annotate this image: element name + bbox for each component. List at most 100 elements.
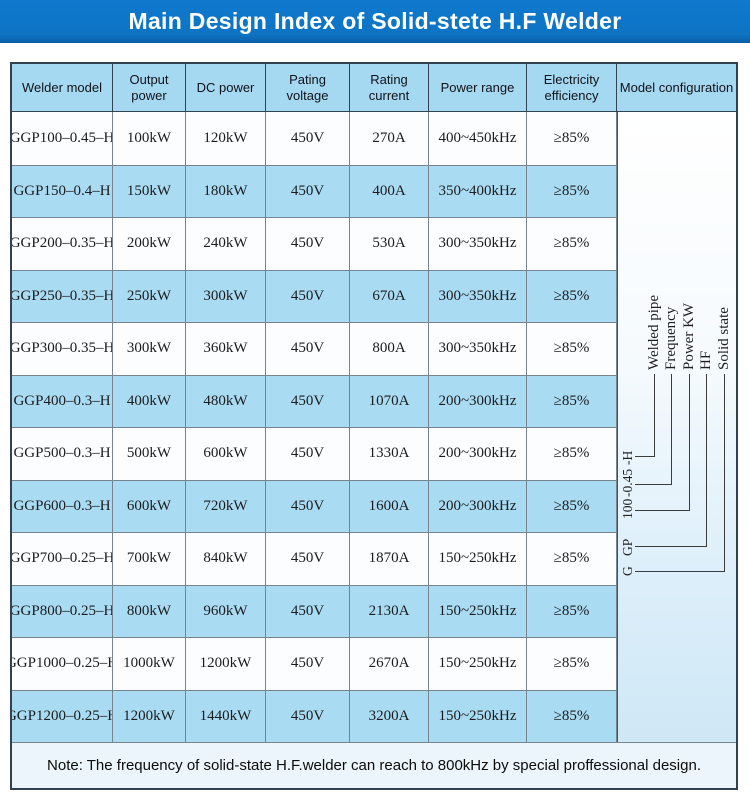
table-row: GGP150–0.4–H 150kW 180kW 450V 400A 350~400kHz…	[12, 164, 736, 217]
model-code-part: 100	[620, 498, 635, 519]
cell: 1870A	[350, 533, 429, 585]
model-code-label: Frequency	[663, 306, 679, 370]
cell: 670A	[350, 270, 429, 322]
cell: 450V	[266, 585, 350, 637]
cell: 200kW	[113, 218, 186, 270]
cell: 800A	[350, 323, 429, 375]
cell: GGP250–0.35–H	[12, 270, 113, 322]
model-code-part: -H	[620, 450, 635, 465]
model-code-part: GP	[620, 538, 635, 556]
cell: GGP700–0.25–H	[12, 533, 113, 585]
header-cell-7: Model configuration	[619, 79, 734, 95]
cell: 100kW	[113, 112, 186, 165]
header-cell-0: Welder model	[12, 64, 113, 111]
table-row: GGP1200–0.25–H 1200kW 1440kW 450V 3200A 150~2…	[12, 689, 736, 742]
model-code-part: G	[620, 566, 635, 576]
cell: 300~350kHz	[429, 270, 527, 322]
cell: 800kW	[113, 585, 186, 637]
cell: 1200kW	[186, 638, 266, 690]
cell: 300~350kHz	[429, 218, 527, 270]
table-row: GGP600–0.3–H 600kW 720kW 450V 1600A 200~300kH…	[12, 479, 736, 532]
cell: 400kW	[113, 375, 186, 427]
cell: ≥85%	[527, 112, 617, 165]
model-code-diagram: G Solid state GP HF 100 Power KW -0.45 Frequenc…	[618, 112, 737, 742]
cell: 450V	[266, 690, 350, 742]
note-text: Note: The frequency of solid-state H.F.w…	[47, 757, 701, 774]
model-code-part: -0.45	[620, 468, 635, 497]
cell: ≥85%	[527, 218, 617, 270]
cell: 400A	[350, 165, 429, 217]
cell: ≥85%	[527, 690, 617, 742]
cell: GGP200–0.35–H	[12, 218, 113, 270]
table-row: GGP500–0.3–H 500kW 600kW 450V 1330A 200~300kH…	[12, 427, 736, 480]
cell: GGP500–0.3–H	[12, 428, 113, 480]
cell: 300kW	[113, 323, 186, 375]
cell: 150~250kHz	[429, 533, 527, 585]
cell: ≥85%	[527, 585, 617, 637]
table-row: GGP100–0.45–H 100kW 120kW 450V 270A 400~450kH…	[12, 112, 736, 165]
cell: 450V	[266, 112, 350, 165]
cell: 2130A	[350, 585, 429, 637]
cell: 500kW	[113, 428, 186, 480]
cell: 3200A	[350, 690, 429, 742]
note-row: Note: The frequency of solid-state H.F.w…	[12, 742, 736, 788]
cell: 450V	[266, 270, 350, 322]
cell: 1600A	[350, 480, 429, 532]
cell: 250kW	[113, 270, 186, 322]
table-row: GGP200–0.35–H 200kW 240kW 450V 530A 300~350kH…	[12, 217, 736, 270]
cell: 300kW	[186, 270, 266, 322]
model-code-label: HF	[698, 350, 714, 370]
model-code-label: Power KW	[681, 302, 697, 370]
table-header-row: Welder model Output power DC power Pating v…	[12, 64, 736, 112]
cell: ≥85%	[527, 270, 617, 322]
table-row: GGP300–0.35–H 300kW 360kW 450V 800A 300~350kH…	[12, 322, 736, 375]
cell: 480kW	[186, 375, 266, 427]
header-cell-6: Electricity efficiency	[527, 64, 617, 111]
cell: 2670A	[350, 638, 429, 690]
cell: 450V	[266, 638, 350, 690]
cell: 1000kW	[113, 638, 186, 690]
cell: 360kW	[186, 323, 266, 375]
cell: ≥85%	[527, 480, 617, 532]
cell: 700kW	[113, 533, 186, 585]
cell: 450V	[266, 480, 350, 532]
cell: 450V	[266, 375, 350, 427]
cell: 840kW	[186, 533, 266, 585]
cell: 960kW	[186, 585, 266, 637]
spec-table: Welder model Output power DC power Pating v…	[10, 62, 738, 790]
title-banner: Main Design Index of Solid-stete H.F Wel…	[0, 0, 750, 43]
cell: GGP100–0.45–H	[12, 112, 113, 165]
table-row: GGP1000–0.25–H 1000kW 1200kW 450V 2670A 150~2…	[12, 637, 736, 690]
table-row: GGP800–0.25–H 800kW 960kW 450V 2130A 150~250k…	[12, 584, 736, 637]
cell: GGP400–0.3–H	[12, 375, 113, 427]
cell: GGP1000–0.25–H	[12, 638, 113, 690]
cell: 400~450kHz	[429, 112, 527, 165]
header-cell-2: DC power	[186, 64, 266, 111]
cell: 300~350kHz	[429, 323, 527, 375]
cell: 1330A	[350, 428, 429, 480]
cell: 270A	[350, 112, 429, 165]
header-cell-3: Pating voltage	[266, 64, 350, 111]
table-row: GGP400–0.3–H 400kW 480kW 450V 1070A 200~300kH…	[12, 374, 736, 427]
header-cell-5: Power range	[429, 64, 527, 111]
cell: ≥85%	[527, 375, 617, 427]
cell: 350~400kHz	[429, 165, 527, 217]
page-title: Main Design Index of Solid-stete H.F Wel…	[128, 8, 622, 34]
table-row: GGP250–0.35–H 250kW 300kW 450V 670A 300~350kH…	[12, 269, 736, 322]
table-body: G Solid state GP HF 100 Power KW -0.45 Frequenc…	[12, 112, 736, 742]
cell: 120kW	[186, 112, 266, 165]
cell: ≥85%	[527, 638, 617, 690]
cell: GGP300–0.35–H	[12, 323, 113, 375]
cell: 720kW	[186, 480, 266, 532]
cell: 150~250kHz	[429, 638, 527, 690]
cell: ≥85%	[527, 323, 617, 375]
header-cell-1: Output power	[113, 64, 186, 111]
cell: 600kW	[113, 480, 186, 532]
cell: ≥85%	[527, 428, 617, 480]
cell: 600kW	[186, 428, 266, 480]
cell: 450V	[266, 428, 350, 480]
cell: 1200kW	[113, 690, 186, 742]
connector-line	[635, 374, 655, 457]
cell: 450V	[266, 323, 350, 375]
